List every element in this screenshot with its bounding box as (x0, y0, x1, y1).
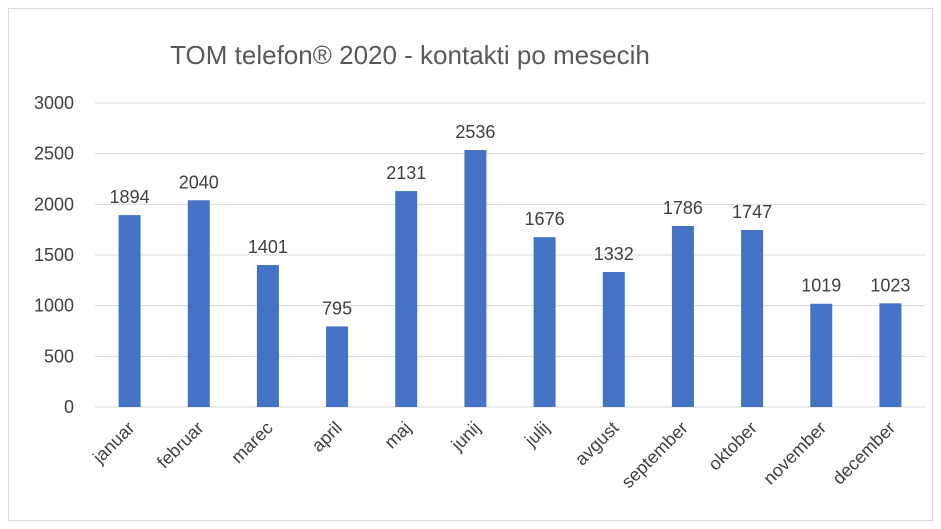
y-tick-label: 0 (64, 397, 74, 417)
bar (741, 229, 764, 407)
data-label: 1786 (663, 198, 703, 218)
data-label: 2536 (455, 122, 495, 142)
data-label: 1332 (594, 244, 634, 264)
data-label: 1894 (110, 187, 150, 207)
y-tick-label: 3000 (34, 93, 74, 113)
bar (395, 191, 418, 407)
bar (671, 226, 694, 407)
y-tick-label: 2000 (34, 194, 74, 214)
y-tick-label: 2500 (34, 144, 74, 164)
data-label: 1747 (732, 202, 772, 222)
data-label: 1023 (870, 275, 910, 295)
bar (118, 215, 141, 407)
data-label: 2040 (179, 172, 219, 192)
data-label: 2131 (386, 163, 426, 183)
bar (533, 237, 556, 407)
bar (879, 303, 902, 407)
data-label: 795 (322, 298, 352, 318)
bar (256, 265, 279, 407)
y-tick-label: 1500 (34, 245, 74, 265)
chart-title: TOM telefon® 2020 - kontakti po mesecih (170, 40, 650, 70)
y-tick-label: 500 (44, 346, 74, 366)
y-tick-label: 1000 (34, 296, 74, 316)
bar (326, 326, 349, 407)
bar (810, 303, 833, 407)
bar (602, 272, 625, 407)
bar (187, 200, 210, 407)
bar (464, 150, 487, 407)
data-label: 1401 (248, 237, 288, 257)
data-label: 1019 (801, 276, 841, 296)
data-label: 1676 (525, 209, 565, 229)
